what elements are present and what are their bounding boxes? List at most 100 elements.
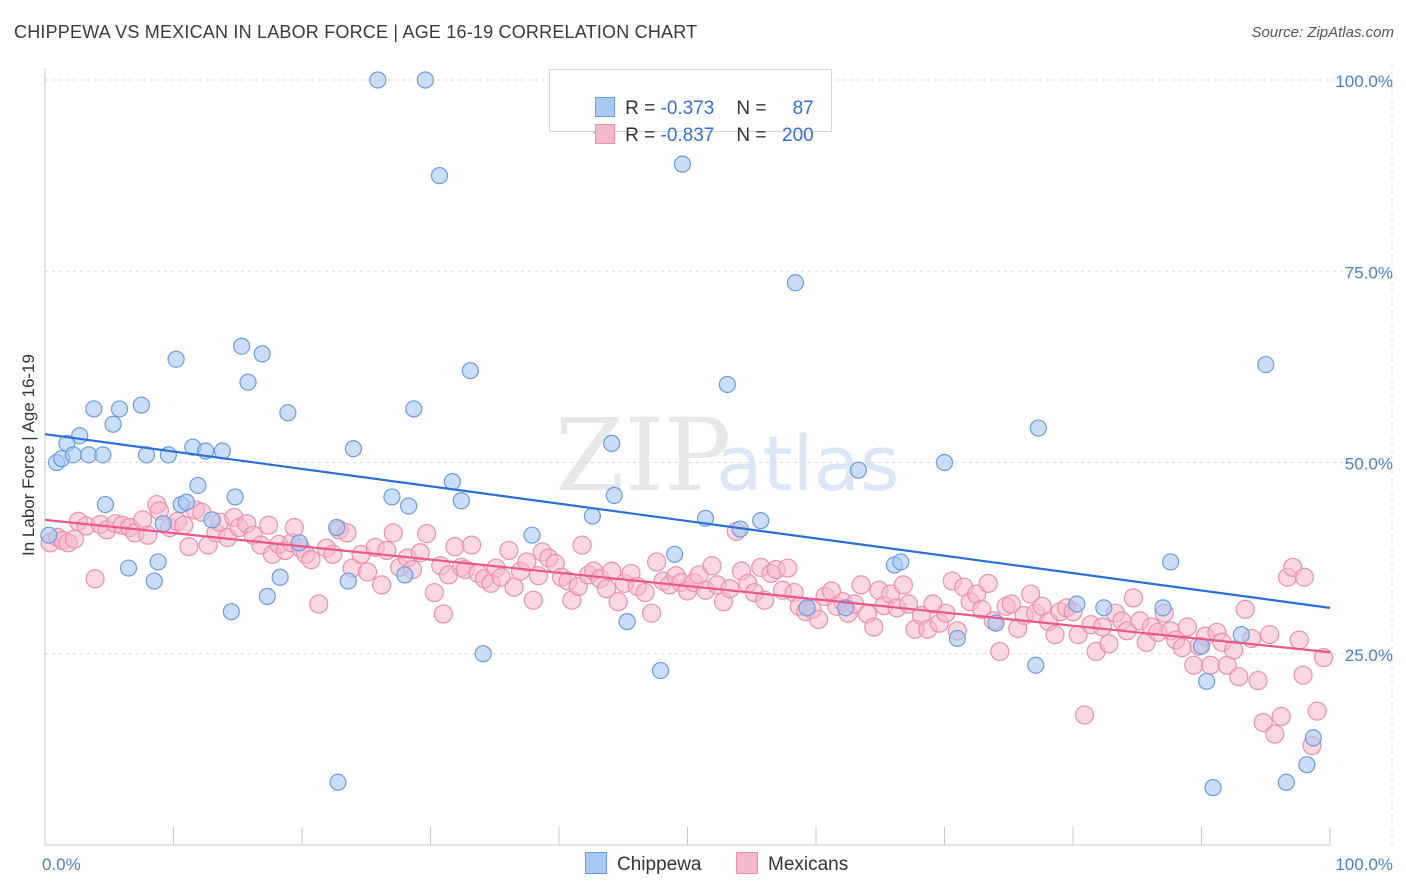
chippewa-point [935, 453, 954, 472]
mexicans-point [978, 573, 998, 593]
mexicans-point [1229, 667, 1249, 687]
mexicans-point [1271, 706, 1291, 727]
mexicans-point [1294, 567, 1314, 587]
chippewa-point [786, 274, 805, 292]
mexicans-point [424, 582, 444, 603]
chippewa-point [383, 488, 401, 506]
mexicans-point [635, 582, 655, 603]
y-axis-label: In Labor Force | Age 16-19 [19, 354, 38, 556]
legend-label-chippewa: Chippewa [617, 854, 702, 875]
mexicans-point [1293, 665, 1313, 685]
mexicans-point [284, 517, 304, 538]
mexicans-point [864, 617, 884, 637]
chippewa-points [40, 71, 1322, 797]
stats-legend: R = -0.373 N = 87 R = -0.837 N = 200 [549, 69, 832, 146]
axes [44, 68, 1331, 846]
chippewa-point [233, 337, 251, 355]
chippewa-point [1095, 599, 1113, 617]
chippewa-point [405, 400, 423, 418]
mexicans-point [851, 575, 871, 595]
chippewa-point [40, 526, 58, 544]
chippewa-point [328, 518, 346, 537]
mexicans-point [1235, 599, 1255, 619]
chippewa-point [1029, 419, 1047, 437]
chippewa-point [1198, 672, 1216, 690]
chippewa-point [154, 515, 172, 533]
chippewa-point [145, 572, 163, 590]
mexicans-point [990, 641, 1010, 662]
chippewa-point [461, 362, 479, 380]
chippewa-point [605, 486, 623, 504]
mexicans-point [1001, 594, 1021, 614]
chippewa-point [1257, 355, 1275, 374]
mexicans-point [602, 561, 622, 581]
y-tick-label: 25.0% [1345, 646, 1393, 665]
mexicans-point [258, 515, 279, 535]
mexicans-point [174, 515, 194, 535]
mexicans-point [1177, 617, 1197, 637]
chippewa-point [443, 473, 461, 491]
chippewa-legend-swatch [585, 852, 607, 874]
legend-n-value: 87 [792, 98, 814, 119]
mexicans-point [778, 558, 798, 578]
chippewa-swatch [595, 97, 616, 117]
chippewa-point [344, 440, 362, 458]
mexicans-point [1307, 701, 1327, 721]
watermark-zip: ZIP [555, 397, 731, 514]
legend-r-value: -0.837 [660, 125, 715, 146]
mexicans-point [608, 592, 628, 612]
chippewa-point [110, 400, 129, 418]
mexicans-point [179, 537, 199, 557]
legend-label-mexicans: Mexicans [768, 854, 849, 875]
chippewa-point [430, 167, 449, 185]
legend-n-value: 200 [782, 125, 814, 146]
chippewa-point [239, 373, 257, 391]
mexicans-point [596, 579, 617, 599]
mexicans-point [301, 550, 321, 570]
chippewa-point [119, 559, 138, 577]
chart-title: CHIPPEWA VS MEXICAN IN LABOR FORCE | AGE… [14, 22, 698, 42]
chippewa-trend-line [44, 433, 1331, 609]
watermark: ZIP atlas [555, 397, 900, 514]
mexicans-point [523, 590, 543, 610]
mexicans-point [517, 552, 537, 572]
mexicans-point [647, 552, 667, 572]
mexicans-point [1172, 638, 1192, 658]
y-tick-label: 75.0% [1345, 263, 1393, 282]
mexicans-point [499, 540, 519, 561]
chippewa-point [189, 476, 207, 495]
mexicans-point [372, 575, 392, 595]
x-tick-label: 100.0% [1335, 855, 1393, 874]
mexicans-point [702, 556, 722, 576]
legend-n-label: N = [736, 125, 772, 146]
chippewa-point [798, 599, 816, 617]
mexicans-point [754, 590, 775, 610]
mexicans-point [1253, 712, 1273, 733]
mexicans-point [808, 609, 829, 629]
legend-r-label: R = [625, 125, 661, 146]
chippewa-point [258, 587, 276, 605]
chippewa-point [892, 553, 910, 571]
chippewa-point [271, 568, 289, 586]
chippewa-point [523, 526, 541, 544]
mexicans-point [504, 577, 524, 597]
mexicans-point [972, 599, 992, 619]
chippewa-point [603, 434, 621, 452]
chippewa-point [203, 511, 221, 529]
chippewa-point [1154, 599, 1172, 617]
chippewa-point [416, 71, 434, 89]
chippewa-point [1204, 779, 1222, 797]
mexicans-point [417, 524, 437, 544]
mexicans-point [85, 569, 105, 589]
legend-item-mexicans: Mexicans [736, 852, 848, 876]
mexicans-point [572, 535, 592, 555]
mexicans-legend-swatch [736, 852, 758, 874]
legend-r-value: -0.373 [660, 98, 715, 119]
mexicans-point [1200, 655, 1221, 675]
chippewa-point [132, 396, 150, 414]
chippewa-point [752, 512, 770, 530]
legend-n-label: N = [736, 98, 772, 119]
chippewa-point [836, 599, 855, 617]
chippewa-point [396, 566, 414, 584]
